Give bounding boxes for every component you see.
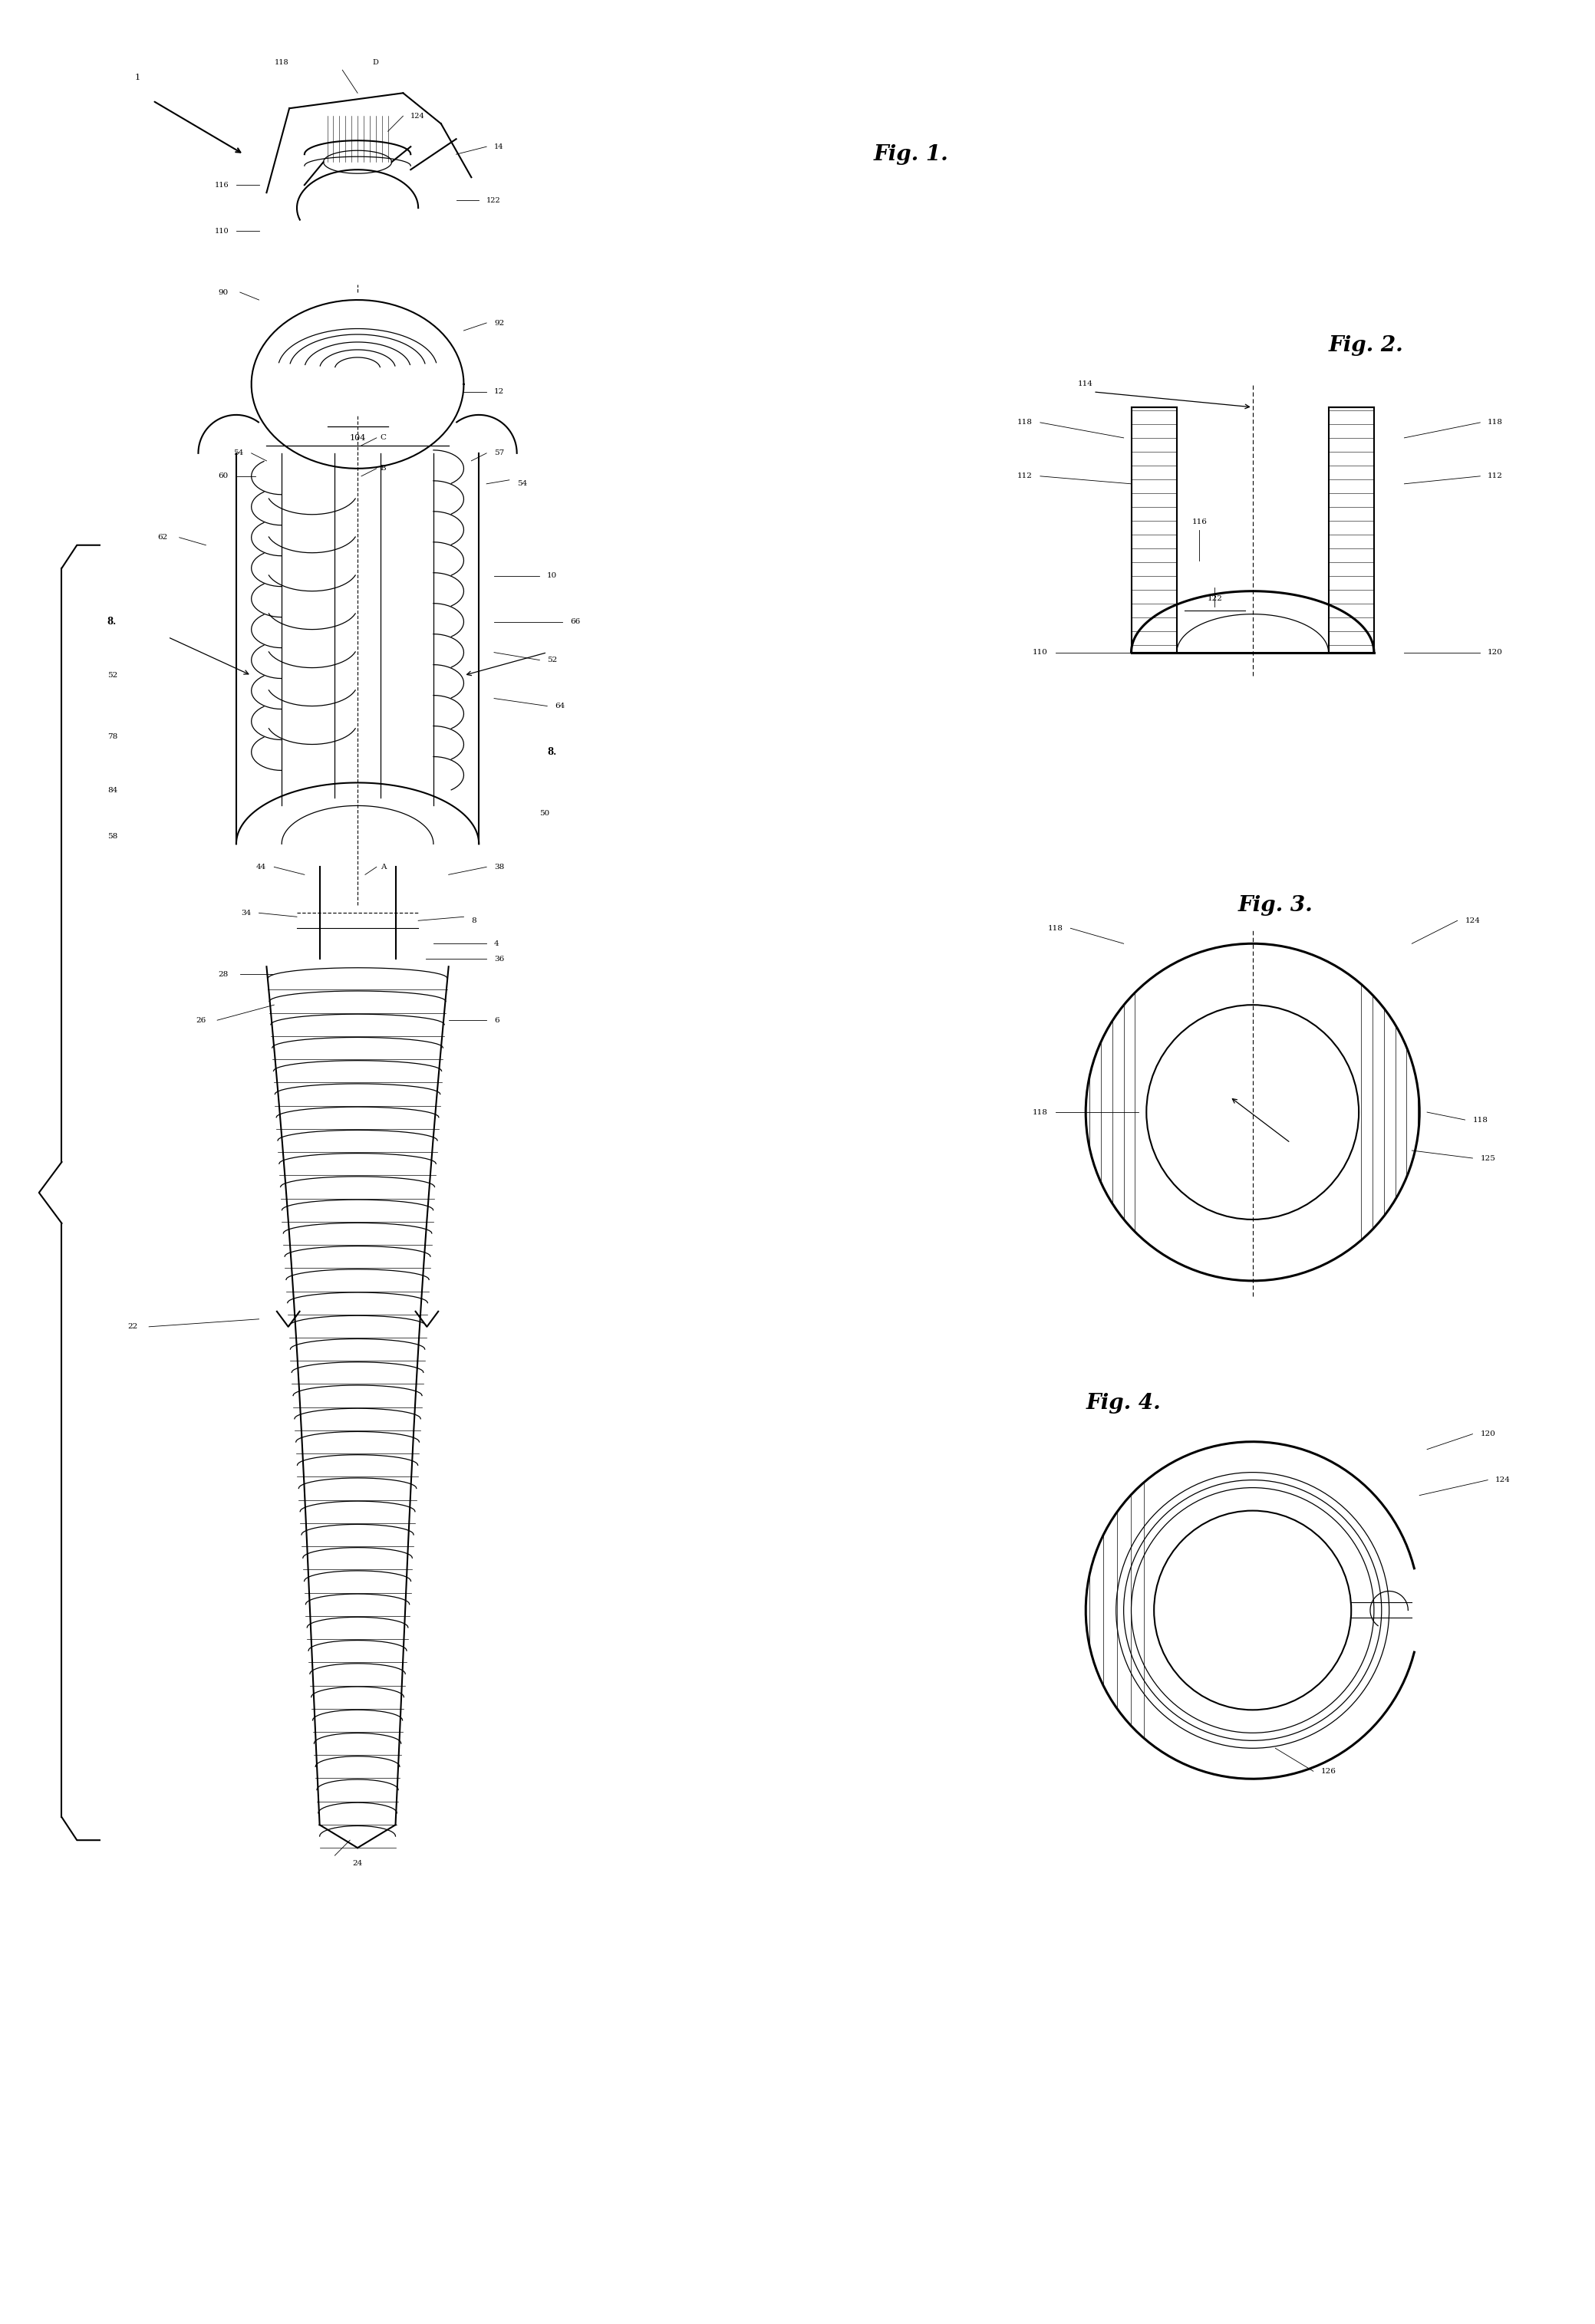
Text: 110: 110: [214, 228, 228, 235]
Text: 66: 66: [569, 618, 581, 625]
Text: Fig. 3.: Fig. 3.: [1238, 895, 1313, 916]
Text: 118: 118: [1048, 925, 1062, 932]
Text: 14: 14: [494, 144, 504, 151]
Text: 36: 36: [494, 955, 504, 962]
Text: 118: 118: [1472, 1116, 1488, 1122]
Text: 120: 120: [1480, 1432, 1496, 1439]
Text: 124: 124: [1464, 918, 1480, 925]
Text: 52: 52: [547, 658, 557, 665]
Text: 124: 124: [1496, 1476, 1510, 1483]
Text: 116: 116: [1191, 518, 1207, 525]
Text: 12: 12: [494, 388, 504, 395]
Text: 124: 124: [410, 112, 424, 119]
Text: 57: 57: [494, 451, 504, 456]
Text: 118: 118: [274, 58, 289, 65]
Text: C: C: [380, 435, 386, 442]
Text: 118: 118: [1488, 418, 1502, 425]
Text: 50: 50: [539, 809, 550, 816]
Text: 84: 84: [107, 788, 118, 795]
Text: 122: 122: [486, 198, 501, 205]
Text: 114: 114: [1078, 381, 1093, 388]
Text: 8: 8: [472, 918, 477, 925]
Text: B: B: [380, 465, 386, 472]
Text: 112: 112: [1488, 472, 1502, 479]
Text: D: D: [373, 58, 378, 65]
Text: 125: 125: [1480, 1155, 1496, 1162]
Text: 126: 126: [1321, 1769, 1337, 1776]
Text: 8.: 8.: [547, 746, 557, 758]
Text: Fig. 4.: Fig. 4.: [1086, 1392, 1161, 1413]
Text: 10: 10: [547, 572, 557, 579]
Text: Fig. 1.: Fig. 1.: [874, 144, 949, 165]
Text: 104: 104: [349, 435, 365, 442]
Text: 90: 90: [219, 288, 228, 295]
Text: 34: 34: [241, 909, 252, 916]
Text: 112: 112: [1018, 472, 1032, 479]
Text: 1: 1: [136, 74, 140, 81]
Text: 4: 4: [494, 941, 499, 948]
Text: 6: 6: [494, 1018, 499, 1023]
Text: 24: 24: [352, 1859, 362, 1866]
Text: 118: 118: [1018, 418, 1032, 425]
Text: 64: 64: [555, 702, 565, 709]
Text: 22: 22: [128, 1322, 137, 1329]
Text: 62: 62: [158, 535, 167, 541]
Text: 58: 58: [107, 832, 118, 839]
Text: Fig. 2.: Fig. 2.: [1329, 335, 1404, 356]
Text: 60: 60: [219, 472, 228, 479]
Text: 26: 26: [196, 1018, 206, 1023]
Text: 54: 54: [233, 451, 244, 456]
Text: 54: 54: [517, 481, 526, 488]
Text: 52: 52: [107, 672, 118, 679]
Text: 28: 28: [219, 971, 228, 978]
Text: 38: 38: [494, 865, 504, 872]
Text: A: A: [380, 865, 386, 872]
Text: 110: 110: [1032, 648, 1048, 655]
Bar: [1329, 407, 1373, 653]
Text: 78: 78: [107, 734, 118, 739]
Text: 116: 116: [214, 181, 228, 188]
Text: 44: 44: [257, 865, 266, 872]
Text: 120: 120: [1488, 648, 1502, 655]
Text: 118: 118: [1032, 1109, 1048, 1116]
Bar: [1131, 407, 1177, 653]
Text: 8.: 8.: [107, 616, 116, 627]
Text: 92: 92: [494, 318, 504, 325]
Text: 122: 122: [1207, 595, 1222, 602]
